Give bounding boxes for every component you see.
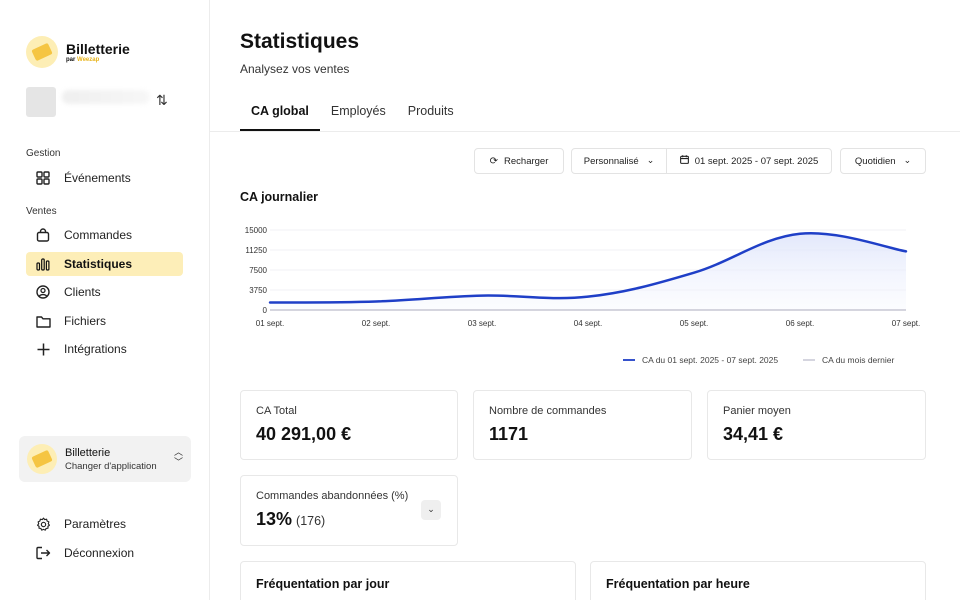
tab-employes[interactable]: Employés (330, 104, 386, 118)
page-subtitle: Analysez vos ventes (240, 62, 350, 76)
panel-title: Fréquentation par heure (606, 577, 750, 591)
chart-x-tick-label: 06 sept. (786, 319, 814, 328)
chart-area-current (270, 233, 906, 310)
sidebar-item-label: Fichiers (64, 314, 107, 328)
tab-ca-global[interactable]: CA global (240, 98, 320, 131)
kpi-card-orders: Nombre de commandes 1171 (473, 390, 692, 460)
chart-y-tick-label: 3750 (249, 286, 267, 295)
app-switcher-title: Billetterie (65, 446, 111, 459)
kpi-value: 1171 (489, 424, 529, 444)
grid-icon (35, 170, 51, 186)
kpi-value: 34,41 € (723, 424, 784, 444)
granularity-value: Quotidien (854, 155, 896, 167)
tabs-divider (210, 131, 960, 132)
ticket-logo-icon (27, 444, 57, 474)
page-title: Statistiques (240, 30, 360, 53)
reload-label: Recharger (504, 155, 549, 167)
granularity-select[interactable]: Quotidien ⌄ (840, 148, 926, 174)
sidebar-item-label: Commandes (64, 228, 133, 242)
kpi-value: 40 291,00 € (256, 424, 352, 444)
kpi-label: Nombre de commandes (489, 405, 607, 417)
refresh-icon: ⟳ (489, 155, 499, 167)
date-range-picker[interactable]: 01 sept. 2025 - 07 sept. 2025 (666, 148, 832, 174)
brand-subtitle: par Weezap (66, 56, 100, 63)
sidebar-item-fichiers[interactable]: Fichiers (26, 309, 183, 333)
account-name-redacted (62, 90, 150, 104)
chevron-down-icon[interactable]: ⌄ (421, 500, 441, 520)
sidebar: Billetterie par Weezap ⇅ Gestion Événeme… (0, 0, 210, 600)
main-content: Statistiques Analysez vos ventes CA glob… (210, 0, 960, 600)
logout-icon (35, 545, 51, 561)
user-circle-icon (35, 284, 51, 300)
chart-x-tick-label: 02 sept. (362, 319, 390, 328)
period-value: Personnalisé (583, 155, 639, 167)
brand-name: Billetterie (66, 40, 130, 57)
abandoned-count: (176) (296, 514, 326, 528)
ticket-logo-icon (26, 36, 58, 68)
sidebar-item-label: Clients (64, 285, 101, 299)
chart-title: CA journalier (240, 190, 319, 204)
panel-title: Fréquentation par jour (256, 577, 390, 591)
account-avatar (26, 87, 56, 117)
chevron-down-icon: ⌄ (646, 156, 655, 166)
swap-vertical-icon[interactable]: ⇅ (156, 93, 168, 109)
sidebar-item-label: Paramètres (64, 517, 127, 531)
section-label-ventes: Ventes (26, 206, 57, 217)
chart-x-tick-label: 05 sept. (680, 319, 708, 328)
period-select[interactable]: Personnalisé ⌄ (571, 148, 667, 174)
account-selector[interactable]: ⇅ (26, 87, 176, 117)
chevron-down-icon: ⌄ (903, 156, 912, 166)
kpi-card-ca-total: CA Total 40 291,00 € (240, 390, 458, 460)
sidebar-item-commandes[interactable]: Commandes (26, 223, 183, 247)
chart-x-tick-label: 03 sept. (468, 319, 496, 328)
plus-icon (35, 341, 51, 357)
app-switcher-subtitle: Changer d'application (65, 460, 157, 472)
section-label-gestion: Gestion (26, 148, 61, 159)
kpi-label: Panier moyen (723, 405, 791, 417)
kpi-label: CA Total (256, 405, 297, 417)
kpi-value: 13% (176) (256, 509, 326, 529)
brand[interactable]: Billetterie par Weezap (26, 36, 130, 68)
sidebar-item-label: Déconnexion (64, 546, 135, 560)
chart-x-tick-label: 01 sept. (256, 319, 284, 328)
sidebar-item-label: Statistiques (64, 257, 133, 271)
chart-y-tick-label: 0 (263, 306, 268, 315)
chart-x-tick-label: 04 sept. (574, 319, 602, 328)
date-range-value: 01 sept. 2025 - 07 sept. 2025 (694, 155, 819, 167)
legend-label-previous-month[interactable]: CA du mois dernier (822, 355, 894, 365)
gear-icon (35, 516, 51, 532)
sidebar-item-deconnexion[interactable]: Déconnexion (26, 541, 183, 565)
daily-revenue-chart: 15000 11250 7500 3750 0 01 sept. 02 sept. 03 se… (245, 226, 920, 365)
reload-button[interactable]: ⟳ Recharger (474, 148, 564, 174)
kpi-label: Commandes abandonnées (%) (256, 490, 409, 502)
shopping-bag-icon (35, 227, 51, 243)
calendar-icon (679, 155, 689, 167)
legend-label-current[interactable]: CA du 01 sept. 2025 - 07 sept. 2025 (642, 355, 778, 365)
kpi-card-abandoned-orders: Commandes abandonnées (%) 13% (176) ⌄ (240, 475, 458, 546)
chevron-up-down-icon: ︿ ﹀ (173, 448, 183, 468)
tab-produits[interactable]: Produits (407, 104, 454, 118)
sidebar-item-clients[interactable]: Clients (26, 280, 183, 304)
chart-y-tick-label: 11250 (245, 246, 267, 255)
folder-icon (35, 313, 51, 329)
chart-x-tick-label: 07 sept. (892, 319, 920, 328)
sidebar-item-parametres[interactable]: Paramètres (26, 512, 183, 536)
sidebar-item-integrations[interactable]: Intégrations (26, 337, 183, 361)
sidebar-item-statistiques[interactable]: Statistiques (26, 252, 183, 276)
app-switcher[interactable]: Billetterie Changer d'application ︿ ﹀ (19, 436, 191, 482)
chart-y-tick-label: 15000 (245, 226, 268, 235)
sidebar-item-evenements[interactable]: Événements (26, 166, 183, 190)
kpi-card-average-basket: Panier moyen 34,41 € (707, 390, 926, 460)
panel-attendance-by-hour: Fréquentation par heure (590, 561, 926, 600)
sidebar-item-label: Événements (64, 171, 131, 185)
chart-line-current (268, 231, 908, 304)
panel-attendance-by-day: Fréquentation par jour (240, 561, 576, 600)
sidebar-item-label: Intégrations (64, 342, 127, 356)
bar-chart-icon (35, 256, 51, 272)
chart-y-tick-label: 7500 (249, 266, 267, 275)
tabs: CA global Employés Produits (240, 98, 465, 132)
